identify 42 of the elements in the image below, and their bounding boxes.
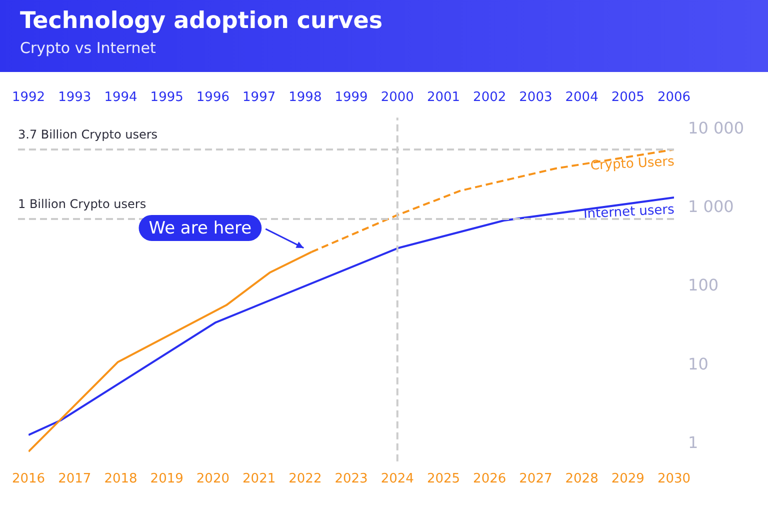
x-tick-label: 2027 [519,472,552,487]
x2-tick-label: 1996 [196,90,230,106]
y-tick-label: 10 000 [688,118,744,138]
x2-tick-label: 1992 [12,90,46,106]
ref-line-label: 1 Billion Crypto users [18,197,146,212]
x-tick-label: 2023 [334,472,368,487]
chart-title: Technology adoption curves [20,7,384,34]
x2-tick-label: 2000 [380,90,414,106]
series-label: Crypto Users [590,154,675,174]
x2-tick-label: 1997 [242,90,276,106]
x2-tick-label: 2005 [611,90,644,106]
x-tick-label: 2018 [104,472,138,487]
x2-tick-label: 1994 [104,90,138,106]
x-tick-label: 2019 [150,472,184,487]
y-tick-label: 1 000 [688,196,734,216]
x2-tick-label: 2004 [565,90,598,106]
y-tick-label: 1 [688,433,698,452]
series-label: Internet users [583,202,675,222]
x-tick-label: 2022 [288,472,322,487]
x-tick-label: 2025 [426,472,460,487]
x2-tick-label: 1993 [58,90,92,106]
x-tick-label: 2028 [565,472,598,487]
x2-tick-label: 1995 [150,90,184,106]
x-tick-label: 2020 [196,472,230,487]
ref-line-label: 3.7 Billion Crypto users [18,128,158,142]
x2-tick-label: 1998 [288,90,322,106]
x-tick-label: 2029 [611,472,644,487]
chart-subtitle: Crypto vs Internet [20,39,157,57]
y-tick-label: 10 [688,354,708,374]
x-tick-label: 2026 [473,472,506,487]
annotation: We are here [148,218,252,238]
x-tick-label: 2017 [58,472,92,487]
x2-tick-label: 2001 [426,90,460,106]
x-tick-label: 2016 [12,472,46,487]
x-tick-label: 2030 [657,472,691,487]
x2-tick-label: 1999 [334,90,368,106]
y-tick-label: 100 [688,276,719,295]
x2-tick-label: 2006 [657,90,691,106]
x-tick-label: 2024 [380,472,414,487]
x2-tick-label: 2003 [519,90,552,106]
x2-tick-label: 2002 [473,90,506,106]
x-tick-label: 2021 [242,472,276,487]
